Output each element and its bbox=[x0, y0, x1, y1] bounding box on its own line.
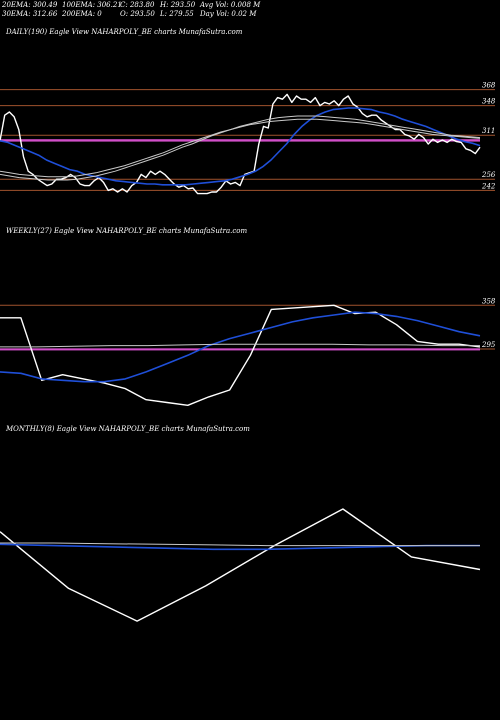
high-text: H: 293.50 bbox=[160, 1, 196, 9]
daily-tick-label: 311 bbox=[482, 127, 495, 135]
day-vol-text: Day Vol: 0.02 M bbox=[200, 10, 257, 18]
weekly-ema_long-line bbox=[0, 343, 480, 348]
daily-tick-label: 348 bbox=[482, 98, 496, 106]
monthly-chart bbox=[0, 508, 481, 622]
daily-price-line bbox=[0, 93, 481, 195]
daily-chart: 368 348 311 256 242 bbox=[0, 82, 496, 195]
open-text: O: 293.50 bbox=[120, 10, 155, 18]
low-text: L: 279.55 bbox=[160, 10, 194, 18]
ema30-text: 30EMA: 312.66 bbox=[2, 10, 58, 18]
close-text: C: 283.80 bbox=[120, 1, 155, 9]
monthly-price-line bbox=[0, 508, 481, 622]
daily-panel-label: DAILY(190) Eagle View NAHARPOLY_BE chart… bbox=[6, 28, 243, 36]
weekly-chart: 358 295 bbox=[0, 297, 496, 406]
monthly-panel-label: MONTHLY(8) Eagle View NAHARPOLY_BE chart… bbox=[6, 425, 250, 433]
avg-vol-text: Avg Vol: 0.008 M bbox=[200, 1, 261, 9]
weekly-tick-label: 358 bbox=[482, 297, 496, 305]
daily-ema_long2-line bbox=[0, 118, 481, 178]
monthly-ema_short-line bbox=[0, 543, 480, 551]
daily-ema_long-line bbox=[0, 115, 481, 181]
ema100-text: 100EMA: 306.21 bbox=[62, 1, 122, 9]
weekly-panel-label: WEEKLY(27) Eagle View NAHARPOLY_BE chart… bbox=[6, 227, 248, 235]
weekly-ema_short-line bbox=[0, 311, 481, 383]
ema200-text: 200EMA: 0 bbox=[62, 10, 102, 18]
weekly-tick-label: 295 bbox=[481, 341, 496, 349]
daily-ema_short-line bbox=[0, 107, 481, 186]
ema20-text: 20EMA: 300.49 bbox=[2, 1, 58, 9]
daily-support-band bbox=[0, 139, 480, 142]
daily-tick-label: 256 bbox=[481, 171, 496, 179]
header: 20EMA: 300.49 100EMA: 306.21 C: 283.80 H… bbox=[0, 0, 500, 18]
weekly-support-band bbox=[0, 348, 480, 351]
monthly-ema_long-line bbox=[0, 542, 480, 547]
daily-tick-label: 242 bbox=[481, 182, 496, 190]
weekly-price-line bbox=[0, 304, 481, 406]
daily-tick-label: 368 bbox=[482, 82, 496, 90]
